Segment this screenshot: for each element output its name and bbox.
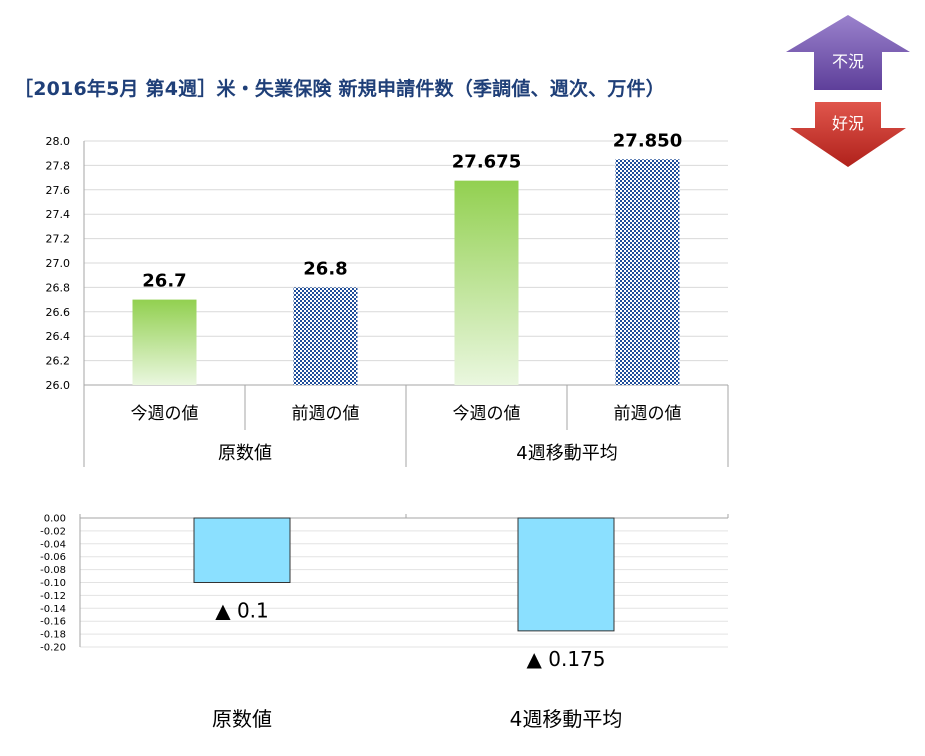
bad-indicator-label: 不況 [832,52,864,71]
x-tick-label: 今週の値 [131,404,199,424]
up-arrow-icon [786,15,910,90]
bar [615,159,680,385]
x-tick-label: 前週の値 [292,404,360,424]
bad-indicator-arrow: 不況 [786,15,910,90]
bar [517,517,615,632]
data-label: 26.8 [303,258,347,279]
bar [132,299,197,385]
data-label: 27.850 [613,130,682,151]
data-label: 27.675 [452,152,521,173]
x-tick-label: 原数値 [212,707,272,731]
page-title: ［2016年5月 第4週］米・失業保険 新規申請件数（季調値、週次、万件） [14,78,665,100]
y-tick-label: -0.02 [40,526,66,537]
y-tick-label: 27.4 [46,208,71,221]
x-tick-label: 4週移動平均 [510,707,623,731]
y-tick-label: 26.0 [46,379,71,392]
y-tick-label: -0.16 [40,617,66,628]
y-tick-label: 26.2 [46,355,71,368]
data-label: ▲ 0.175 [527,647,606,671]
data-label: ▲ 0.1 [215,599,269,623]
y-tick-label: 27.6 [46,184,71,197]
y-tick-label: 26.8 [46,281,71,294]
y-tick-label: 26.4 [46,330,71,343]
bar [193,517,291,583]
data-label: 26.7 [142,271,186,292]
y-tick-label: 0.00 [44,514,66,525]
bar [293,287,358,385]
chart-main: 26.0 26.2 26.4 26.6 26.8 27.0 27.2 27.4 27.6 27.8… [46,130,729,467]
y-tick-label: 28.0 [46,135,71,148]
group-label: 原数値 [218,443,272,464]
y-tick-label: -0.08 [40,565,66,576]
y-tick-label: -0.18 [40,630,66,641]
x-tick-label: 今週の値 [453,404,521,424]
y-tick-label: -0.12 [40,591,66,602]
good-indicator-label: 好況 [832,114,864,133]
y-tick-label: -0.20 [40,643,66,654]
x-tick-label: 前週の値 [614,404,682,424]
good-indicator-arrow: 好況 [790,102,906,167]
bar [454,180,519,385]
y-tick-label: 26.6 [46,306,71,319]
y-tick-label: -0.04 [40,539,66,550]
y-tick-label: 27.0 [46,257,71,270]
down-arrow-icon [790,102,906,167]
y-tick-label: -0.10 [40,578,66,589]
y-tick-label: 27.2 [46,233,71,246]
y-tick-label: 27.8 [46,159,71,172]
chart-diff: 0.00-0.02 -0.04 -0.06 -0.08 -0.10 -0.12 -0.14 -… [40,514,729,731]
y-tick-label: -0.14 [40,604,66,615]
group-label: 4週移動平均 [516,443,617,464]
y-tick-label: -0.06 [40,552,66,563]
